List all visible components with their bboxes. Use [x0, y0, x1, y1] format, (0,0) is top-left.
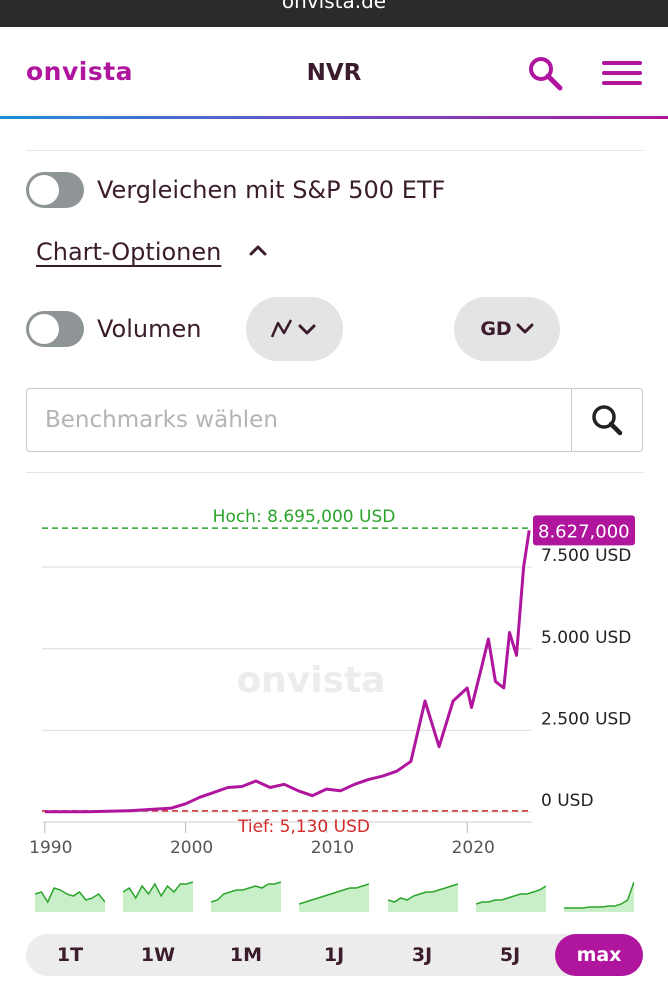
low-label: Tief: 5,130 USD [237, 817, 370, 837]
chart-type-select[interactable] [246, 297, 343, 361]
toggle-knob [29, 175, 59, 205]
last-price-badge [533, 515, 635, 546]
header-divider [0, 116, 668, 119]
y-tick-label: 5.000 USD [541, 628, 631, 648]
sparkline-1W[interactable] [123, 880, 193, 912]
sparkline-line [476, 885, 546, 905]
page-title: NVR [306, 60, 362, 86]
menu-button[interactable] [602, 59, 644, 87]
x-axis: 1990 2000 2010 2020 [29, 821, 532, 858]
menu-icon-line [602, 71, 642, 75]
brand-logo[interactable]: onvista [26, 57, 134, 86]
chart-watermark: onvista [236, 660, 385, 701]
range-button-1W[interactable]: 1W [140, 944, 176, 966]
menu-icon-line [602, 81, 642, 85]
line-chart-icon [270, 319, 315, 338]
sparkline-max[interactable] [564, 880, 634, 912]
x-tick-label: 2010 [311, 838, 354, 858]
y-tick-label: 0 USD [541, 791, 594, 811]
range-selector: 1T 1W 1M 1J 3J 5J max [26, 934, 643, 976]
chevron-up-icon[interactable] [248, 240, 268, 260]
y-axis-labels: 0 USD 2.500 USD 5.000 USD 7.500 USD [541, 546, 631, 811]
price-series-line [44, 530, 531, 814]
range-button-1T[interactable]: 1T [56, 944, 84, 966]
x-tick-label: 1990 [29, 838, 72, 858]
sparkline-line [564, 881, 634, 909]
indicator-label: GD [480, 318, 512, 340]
volume-label: Volumen [97, 315, 202, 343]
chevron-down-icon [516, 323, 534, 334]
last-price-label: 8.627,000 [538, 521, 630, 542]
sparkline-area [123, 882, 193, 912]
sparkline-area [564, 882, 634, 912]
sparkline-3J[interactable] [388, 880, 458, 912]
divider [26, 150, 643, 151]
menu-icon [602, 61, 642, 65]
range-button-1M[interactable]: 1M [229, 944, 263, 966]
range-button-1J[interactable]: 1J [323, 944, 345, 966]
sparkline-area [211, 882, 281, 912]
compare-toggle[interactable] [26, 172, 84, 208]
sparkline-line [123, 881, 193, 900]
benchmark-input[interactable] [27, 389, 571, 451]
sparkline-line [388, 883, 458, 903]
indicator-select[interactable]: GD [454, 297, 560, 361]
sparkline-1J[interactable] [299, 880, 369, 912]
sparkline-area [35, 888, 105, 912]
price-chart[interactable]: onvista 0 USD 2.500 USD 5.000 USD 7.500 USD… [0, 490, 668, 865]
volume-toggle[interactable] [26, 311, 84, 347]
benchmark-search [26, 388, 643, 452]
chart-options-link[interactable]: Chart-Optionen [36, 238, 222, 266]
y-tick-label: 7.500 USD [541, 546, 631, 566]
sparkline-area [299, 884, 369, 912]
sparkline-line [211, 881, 281, 903]
high-label: Hoch: 8.695,000 USD [213, 507, 396, 527]
sparkline-line [299, 883, 369, 905]
benchmark-search-button[interactable] [571, 389, 643, 451]
search-icon [592, 405, 623, 436]
x-tick-label: 2020 [452, 838, 495, 858]
sparkline-area [388, 884, 458, 912]
range-button-5J[interactable]: 5J [499, 944, 521, 966]
search-button[interactable] [526, 55, 566, 95]
divider [26, 472, 643, 473]
search-icon [529, 57, 563, 91]
toggle-knob [29, 314, 59, 344]
site-header: onvista NVR [0, 27, 668, 119]
browser-url-text: onvista.de [281, 0, 387, 13]
sparkline-5J[interactable] [476, 880, 546, 912]
sparkline-line [35, 887, 105, 904]
chevron-down-icon [298, 324, 315, 335]
range-button-3J[interactable]: 3J [411, 944, 433, 966]
compare-label: Vergleichen mit S&P 500 ETF [97, 176, 446, 204]
sparkline-1T[interactable] [35, 880, 105, 912]
x-tick-label: 2000 [170, 838, 213, 858]
browser-url-bar: onvista.de [0, 0, 668, 27]
y-tick-label: 2.500 USD [541, 709, 631, 729]
sparkline-1M[interactable] [211, 880, 281, 912]
range-button-max[interactable]: max [555, 934, 643, 976]
sparkline-area [476, 886, 546, 912]
